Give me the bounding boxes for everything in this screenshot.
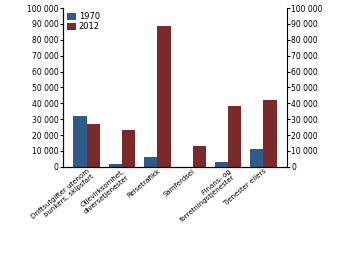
Bar [250,149,264,167]
Bar [264,100,277,167]
Bar [157,26,171,167]
Bar [122,130,135,167]
Legend: 1970, 2012: 1970, 2012 [65,10,102,33]
Bar [215,162,228,167]
Bar [73,116,86,167]
Bar [228,107,242,167]
Bar [193,146,206,167]
Bar [86,124,100,167]
Bar [144,157,157,167]
Bar [108,164,122,167]
